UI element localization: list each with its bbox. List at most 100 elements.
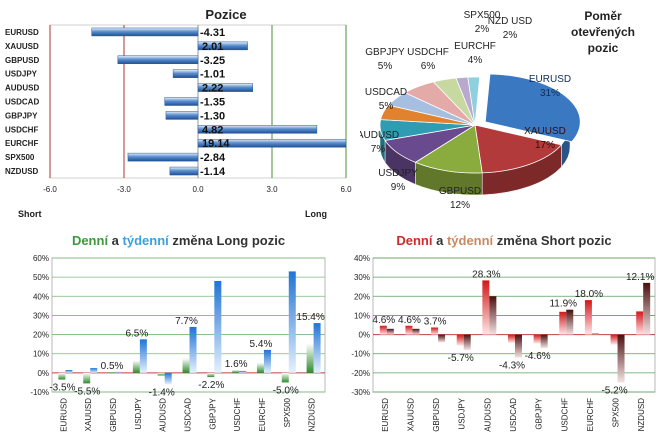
value-label: -2.84 xyxy=(200,152,226,164)
weekly-bar xyxy=(386,328,394,335)
value-label: -5.0% xyxy=(273,385,299,396)
value-label: 2.22 xyxy=(202,83,223,95)
pie-category-label: EURUSD xyxy=(529,74,571,85)
weekly-bar xyxy=(463,334,471,350)
pie-value-label: 12% xyxy=(450,200,470,211)
category-label: GBPJPY xyxy=(208,397,217,429)
category-label: USDCAD xyxy=(509,398,518,432)
y-tick-label: 0% xyxy=(37,369,49,378)
position-bar xyxy=(169,166,199,176)
category-label: AUDUSD xyxy=(5,84,39,93)
weekly-bar xyxy=(263,349,271,373)
weekly-bar xyxy=(643,282,651,335)
position-bar xyxy=(172,69,199,78)
value-label: 2.01 xyxy=(202,41,223,53)
weekly-bar xyxy=(189,326,197,373)
value-label: -1.14 xyxy=(200,166,226,178)
daily-bar xyxy=(508,334,515,343)
value-label: 18.0% xyxy=(575,289,603,300)
y-tick-label: 60% xyxy=(33,254,49,263)
pie-value-label: 5% xyxy=(379,101,394,112)
x-tick-label: -3.0 xyxy=(117,185,131,194)
position-bar xyxy=(91,27,199,37)
y-tick-label: 50% xyxy=(33,273,49,282)
category-label: USDCHF xyxy=(560,398,569,431)
category-label: AUDUSD xyxy=(159,398,168,432)
daily-bar xyxy=(306,343,314,373)
position-bar xyxy=(197,41,248,51)
value-label: 7.7% xyxy=(175,316,198,327)
daily-bar xyxy=(58,372,66,380)
plot-area xyxy=(372,257,656,393)
daily-bar xyxy=(431,327,439,335)
value-label: -3.25 xyxy=(200,55,225,67)
pie-value-label: 31% xyxy=(540,88,560,99)
chart-title: Denní a týdenní změna Short pozic xyxy=(396,233,611,248)
weekly-bar xyxy=(515,334,522,358)
daily-bar xyxy=(533,334,541,344)
chart-title-part: Denní xyxy=(72,233,109,248)
weekly-bar xyxy=(412,328,420,335)
value-label: 6.5% xyxy=(125,328,148,339)
chart-title-part: a xyxy=(432,233,446,248)
long-change-chart: Denní a týdenní změna Long pozic -10% 0% 10… xyxy=(0,228,330,436)
value-label: -4.6% xyxy=(525,351,551,362)
pie-value-label: 2% xyxy=(503,30,518,41)
category-label: USDCAD xyxy=(5,98,39,107)
pie-title-line3: pozic xyxy=(588,41,619,55)
category-label: GBPUSD xyxy=(109,398,118,432)
pie-value-label: 5% xyxy=(378,61,393,72)
value-label: -4.3% xyxy=(499,361,525,372)
pie-category-label: USDCAD xyxy=(365,87,407,98)
value-label: 1.6% xyxy=(225,359,248,370)
category-label: EURUSD xyxy=(59,398,68,432)
short-change-chart: Denní a týdenní změna Short pozic -30% -20… xyxy=(330,228,659,436)
pie-category-label: NZD USD xyxy=(488,16,532,27)
pie-category-label: USDCHF xyxy=(407,47,449,58)
y-tick-label: -20% xyxy=(351,369,370,378)
category-label: AUDUSD xyxy=(483,398,492,432)
daily-bar xyxy=(482,280,490,335)
value-label: 11.9% xyxy=(549,299,577,310)
daily-bar xyxy=(636,311,644,335)
position-bar xyxy=(127,152,199,162)
daily-bar xyxy=(281,372,289,383)
positions-chart-svg: Pozice -6.0 -3.0 0.0 3.0 6.0 Short Long EURUSD -4… xyxy=(5,7,352,219)
value-label: -1.4% xyxy=(149,387,175,398)
weekly-bar xyxy=(540,334,548,348)
pie-category-label: XAUUSD xyxy=(524,126,566,137)
pie-slice xyxy=(484,73,581,143)
value-label: -5.7% xyxy=(448,353,474,364)
pie-slice xyxy=(467,76,481,126)
pie-slice xyxy=(414,124,483,174)
value-label: 19.14 xyxy=(202,138,230,150)
chart-title-part: týdenní xyxy=(123,233,170,248)
chart-title-part: a xyxy=(108,233,122,248)
daily-bar xyxy=(232,369,240,373)
category-label: EURUSD xyxy=(5,28,39,37)
category-label: SPX500 xyxy=(5,153,35,162)
pie-value-label: 4% xyxy=(468,55,483,66)
y-tick-label: 40% xyxy=(33,292,49,301)
category-label: XAUUSD xyxy=(406,398,415,432)
weekly-bar xyxy=(288,271,296,373)
value-label: 4.82 xyxy=(202,124,223,136)
long-change-svg: Denní a týdenní změna Long pozic -10% 0% 10… xyxy=(30,233,326,432)
short-change-svg: Denní a týdenní změna Short pozic -30% -20… xyxy=(351,233,656,432)
category-label: USDCHF xyxy=(5,125,38,134)
value-label: 12.1% xyxy=(626,272,654,283)
category-label: USDJPY xyxy=(5,70,38,79)
category-label: GBPJPY xyxy=(5,111,38,120)
value-label: 15.4% xyxy=(296,312,324,323)
value-label: 5.4% xyxy=(250,339,273,350)
pie-title-line1: Poměr xyxy=(584,9,622,23)
weekly-bar xyxy=(139,339,147,373)
daily-bar xyxy=(256,362,264,373)
chart-title: Pozice xyxy=(205,7,246,22)
y-tick-label: 20% xyxy=(354,292,370,301)
y-tick-label: 10% xyxy=(33,350,49,359)
category-label: GBPUSD xyxy=(5,56,39,65)
pie-category-label: SPX500 xyxy=(464,10,501,21)
category-label: USDCAD xyxy=(184,398,193,432)
position-bar xyxy=(165,111,199,120)
